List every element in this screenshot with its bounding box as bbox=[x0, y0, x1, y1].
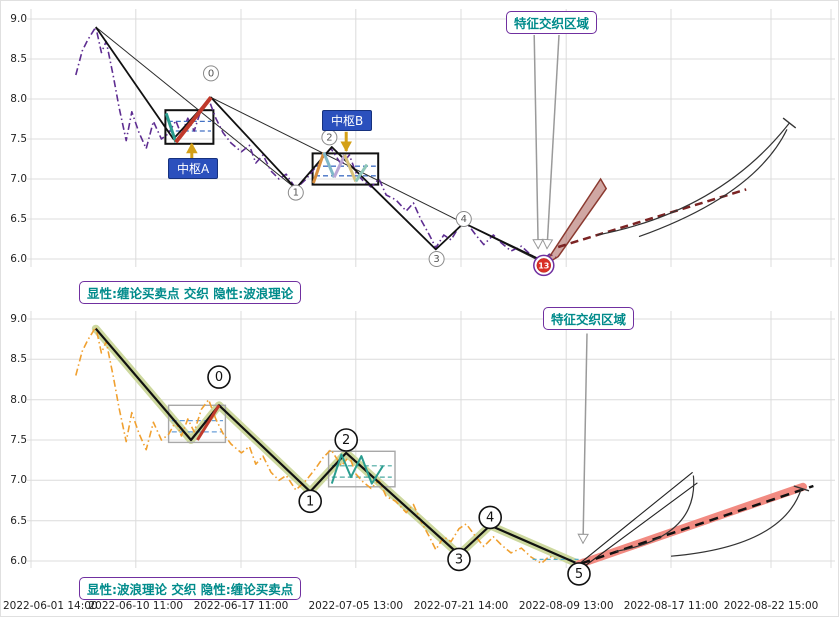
y-tick-label: 7.0 bbox=[10, 173, 27, 185]
wave-marker-label: 1 bbox=[306, 494, 314, 509]
x-tick-label: 2022-07-05 13:00 bbox=[308, 600, 404, 612]
rising-wedge bbox=[543, 177, 608, 267]
arrow-head bbox=[541, 238, 554, 250]
pivot-1-box bbox=[167, 404, 227, 444]
price-line bbox=[75, 26, 557, 263]
projection-arc-1-endcap bbox=[782, 117, 797, 129]
pivot-a-down-stroke bbox=[164, 112, 178, 143]
y-tick-label: 8.5 bbox=[10, 353, 27, 366]
wave-marker-label: 0 bbox=[215, 370, 223, 385]
y-tick-label: 6.0 bbox=[10, 253, 27, 265]
y-tick-label: 6.0 bbox=[10, 555, 27, 567]
arrow-head bbox=[340, 141, 352, 153]
wave-marker-1 bbox=[287, 184, 304, 201]
wave-marker-label: 2 bbox=[342, 433, 350, 448]
wave-marker-label: 3 bbox=[455, 552, 463, 567]
buy-point-disc bbox=[536, 258, 552, 273]
x-tick-label: 2022-06-17 11:00 bbox=[193, 600, 289, 612]
y-tick-label: 8.5 bbox=[10, 53, 27, 65]
feature-interweave-annotation-top: 特征交织区域 bbox=[506, 11, 598, 34]
wave-marker-label: 1 bbox=[293, 188, 299, 199]
wave-marker-label: 4 bbox=[461, 214, 467, 225]
pivot-b-stroke-5 bbox=[354, 163, 369, 183]
wave-marker-label: 0 bbox=[208, 68, 214, 79]
pivot-a-label: 中枢A bbox=[168, 158, 219, 179]
wave-marker-4 bbox=[455, 211, 472, 227]
pivot-b-stroke-3 bbox=[332, 154, 346, 179]
arrow-head bbox=[577, 533, 589, 545]
y-tick-label: 6.5 bbox=[10, 213, 27, 225]
y-tick-label: 7.0 bbox=[10, 474, 27, 487]
pivot-1-up-stroke bbox=[196, 404, 221, 441]
top-chart-caption: 显性:缠论买卖点 交织 隐性:波浪理论 bbox=[79, 281, 302, 304]
x-tick-label: 2022-08-17 11:00 bbox=[623, 600, 719, 612]
wave5-trend-dashed bbox=[581, 484, 814, 565]
wave-marker-1 bbox=[298, 489, 323, 514]
fan-line-2 bbox=[585, 482, 698, 566]
wave-marker-3 bbox=[447, 547, 471, 572]
annotation-arrow-2 bbox=[546, 34, 560, 249]
x-tick-label: 2022-06-10 11:00 bbox=[88, 600, 184, 612]
y-tick-label: 6.5 bbox=[10, 514, 27, 527]
wave-marker-label: 5 bbox=[575, 567, 583, 582]
bottom-chart-caption: 显性:波浪理论 交织 隐性:缠论买卖点 bbox=[79, 577, 302, 600]
x-tick-label: 2022-08-22 15:00 bbox=[723, 600, 819, 612]
wave-marker-5 bbox=[567, 562, 591, 586]
wave-marker-3 bbox=[428, 251, 445, 267]
pivot-b-stroke-1 bbox=[311, 152, 326, 184]
fan-line-1 bbox=[579, 471, 693, 564]
x-tick-label: 2022-07-21 14:00 bbox=[413, 600, 509, 612]
wave-marker-label: 4 bbox=[486, 510, 494, 525]
arrow-head bbox=[532, 238, 544, 250]
wave-marker-4 bbox=[478, 505, 503, 530]
y-tick-label: 8.0 bbox=[10, 393, 27, 406]
x-tick-label: 2022-08-09 13:00 bbox=[518, 600, 614, 612]
projection-arc-2 bbox=[670, 488, 802, 557]
arrow-head bbox=[186, 142, 198, 154]
wave-marker-label: 3 bbox=[433, 254, 439, 265]
pivot-a-up-stroke bbox=[174, 96, 213, 144]
y-tick-label: 7.5 bbox=[10, 434, 27, 446]
forecast-dashed-line bbox=[557, 188, 747, 249]
y-tick-label: 7.5 bbox=[10, 133, 27, 145]
projection-arc-1 bbox=[597, 122, 790, 236]
feature-interweave-annotation-bottom: 特征交织区域 bbox=[543, 307, 635, 330]
annotation-arrow-1 bbox=[533, 34, 539, 249]
projection-arc-2-endcap bbox=[793, 485, 810, 492]
price-line bbox=[75, 326, 557, 565]
projection-arc-1 bbox=[615, 475, 695, 552]
y-tick-label: 9.0 bbox=[10, 313, 27, 325]
annotation-arrow bbox=[582, 333, 588, 544]
y-tick-label: 9.0 bbox=[10, 13, 27, 25]
wave-marker-2 bbox=[334, 428, 359, 452]
projection-arc-2 bbox=[638, 129, 788, 238]
pivot-2-teal-zigzag bbox=[330, 453, 384, 485]
wave-marker-0 bbox=[207, 365, 231, 389]
trendline-upper bbox=[95, 26, 297, 189]
wave-marker-0 bbox=[203, 65, 219, 82]
pivot-b-label: 中枢B bbox=[322, 110, 373, 131]
buy-point-label: 13 bbox=[538, 261, 549, 270]
wave-zigzag bbox=[94, 327, 580, 566]
wave-marker-label: 2 bbox=[326, 132, 332, 143]
x-tick-label: 2022-06-01 14:00 bbox=[3, 600, 98, 612]
pivot-2-box bbox=[327, 450, 396, 488]
pivot-b-stroke-4 bbox=[343, 154, 358, 182]
pivot-b-stroke-2 bbox=[322, 152, 336, 178]
chan-zigzag bbox=[95, 26, 545, 263]
y-tick-label: 8.0 bbox=[10, 93, 27, 105]
